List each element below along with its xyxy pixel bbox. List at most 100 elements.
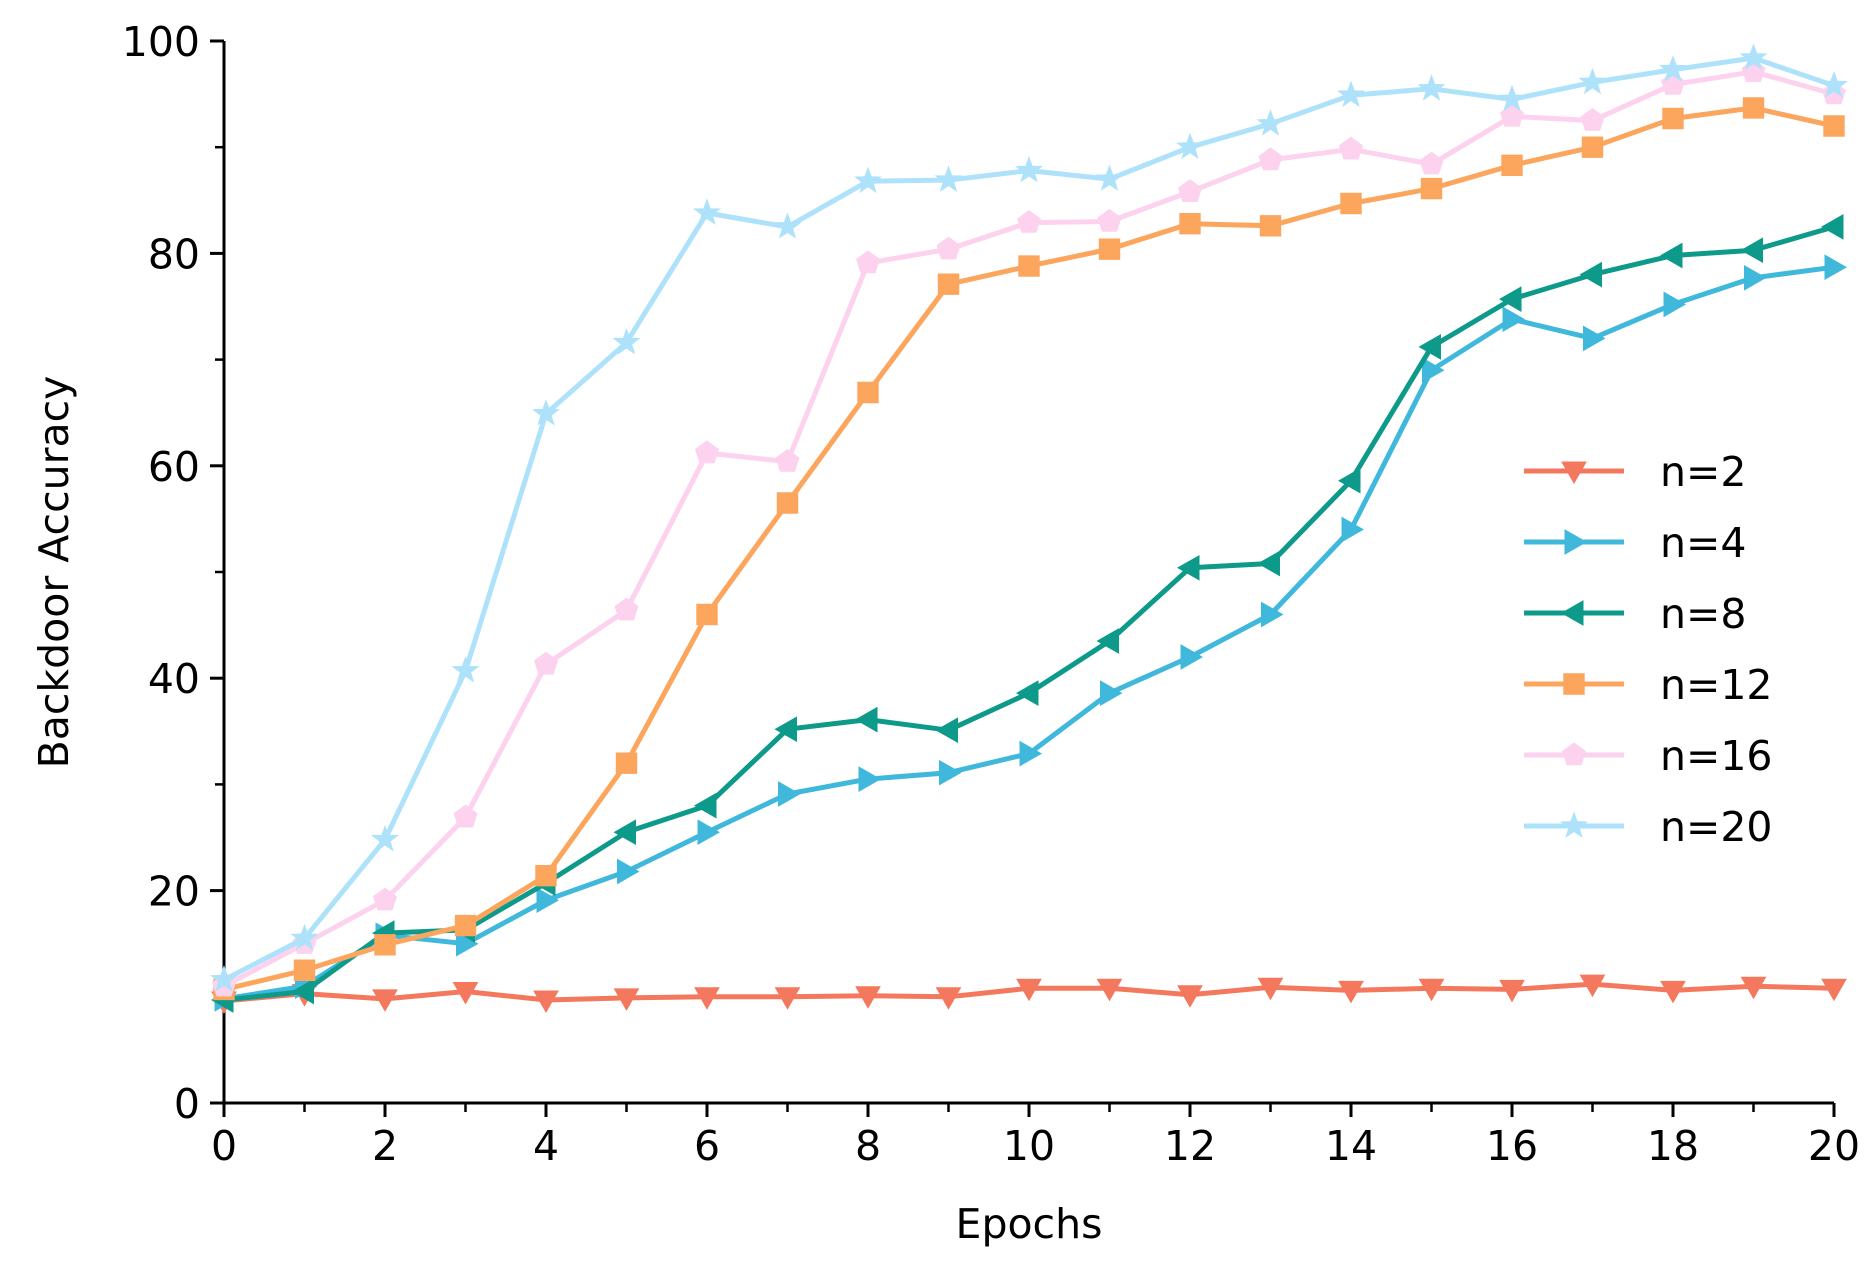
data-point [853,166,883,194]
data-point [773,212,802,239]
data-point [937,273,960,295]
data-point [1744,264,1767,291]
legend-item: n=4 [1524,519,1746,567]
data-point [452,982,479,1005]
legend-label: n=16 [1660,732,1773,780]
series-n-20 [209,43,1849,992]
data-point [1337,467,1361,494]
data-point [1420,177,1443,200]
data-point [615,752,638,774]
y-tick-label: 40 [148,655,200,703]
data-point [1422,357,1445,384]
data-point [1340,192,1362,215]
y-tick-label: 20 [148,868,200,916]
legend-label: n=8 [1660,590,1746,638]
data-point [533,990,559,1014]
legend-swatch-marker [1560,600,1584,626]
data-point [1662,107,1684,130]
data-point [1823,115,1845,137]
data-point [1658,55,1688,82]
data-point [1019,740,1043,767]
data-point [1175,132,1205,160]
x-tick-label: 8 [855,1122,881,1170]
data-point [1583,325,1606,352]
data-point [1661,71,1685,95]
series-n-2 [211,974,1847,1015]
data-point [1579,974,1606,998]
x-tick-label: 6 [694,1122,720,1170]
legend-item: n=16 [1524,732,1773,780]
x-tick-label: 2 [372,1122,398,1170]
data-point [697,819,721,846]
data-point [858,766,882,792]
data-point [617,858,640,885]
y-tick-label: 0 [174,1080,200,1128]
data-point [531,399,561,426]
data-point [1499,979,1525,1003]
legend-swatch-marker [1559,811,1589,838]
series-n-8 [210,214,1844,1013]
legend-label: n=12 [1660,661,1773,709]
data-point [370,824,400,852]
data-point [1500,103,1524,127]
data-point [613,988,640,1011]
x-tick-label: 12 [1164,1122,1216,1170]
data-point [854,706,878,733]
data-point [1096,978,1123,1002]
data-point [935,987,962,1010]
series-n-4 [214,254,1848,1012]
series-line [221,69,1837,989]
data-point [1015,680,1039,706]
x-tick-label: 14 [1325,1122,1377,1170]
data-point [1822,81,1846,105]
data-point [1016,978,1042,1002]
y-axis-title: Backdoor Accuracy [30,376,78,769]
data-point [453,804,478,828]
legend-swatch-marker [1563,673,1585,695]
data-point [1095,164,1124,191]
data-point [1417,74,1446,101]
data-point [776,492,799,514]
data-point [1819,70,1849,98]
data-point [934,165,963,193]
data-point [939,759,962,786]
axes: 0 2 4 6 8 10 12 14 16 18 20 0 20 40 60 80 100 [122,18,1860,1170]
data-point [613,819,636,846]
data-point [692,198,722,225]
data-point [855,986,881,1009]
data-point [1502,306,1526,333]
data-point [695,440,719,464]
data-point [1017,209,1041,233]
data-point [1501,154,1523,176]
data-point [774,987,801,1010]
data-point [1659,242,1683,269]
data-point [1256,109,1285,136]
data-point [1098,238,1121,260]
data-point [1100,680,1123,706]
data-point [1257,977,1284,1001]
data-point [536,887,560,914]
data-point [694,987,720,1010]
data-point [774,716,797,743]
data-point [535,865,557,887]
series-line [221,55,1837,983]
data-point [1336,80,1366,107]
x-tick-label: 0 [211,1122,237,1170]
data-point [1179,213,1201,235]
data-point [1739,43,1768,70]
x-axis-title: Epochs [956,1200,1103,1248]
data-point [1177,985,1203,1008]
data-point [1418,978,1445,1002]
data-point [372,989,398,1012]
y-tick-label: 60 [148,443,200,491]
y-tick-label: 80 [148,230,200,278]
legend-label: n=2 [1660,448,1746,496]
data-point [1014,155,1044,183]
data-point [1824,254,1848,281]
legend-swatch-marker [1561,461,1587,485]
legend: n=2 n=4 n=8 n=12 n=16 n=20 [1524,448,1773,851]
data-point [1742,97,1765,119]
y-tick-label: 100 [122,18,200,66]
legend-item: n=8 [1524,590,1746,638]
